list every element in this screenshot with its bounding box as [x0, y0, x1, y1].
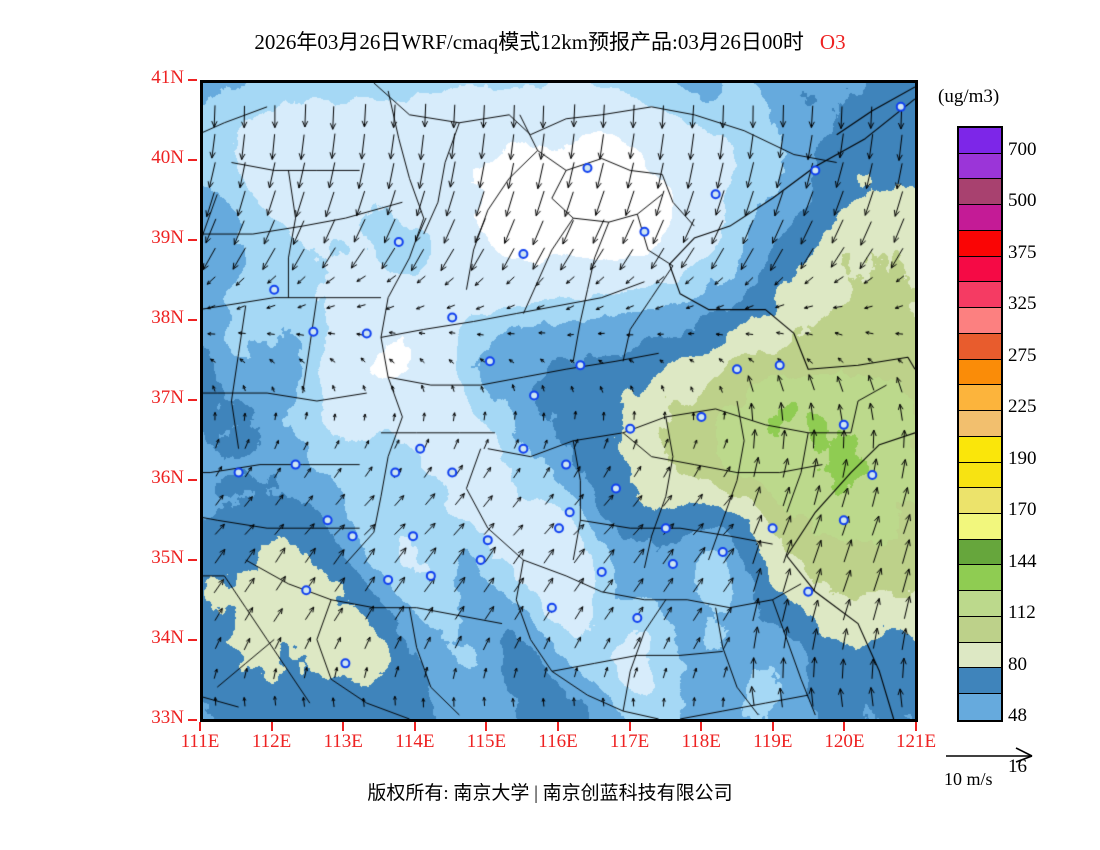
- lat-tick-label: 34N: [151, 627, 184, 648]
- lat-tick-label: 33N: [151, 707, 184, 728]
- lat-tick-label: 37N: [151, 387, 184, 408]
- lat-tick-label: 38N: [151, 307, 184, 328]
- colorbar-swatch[interactable]: [959, 282, 1001, 309]
- lon-tick-label: 116E: [538, 731, 578, 752]
- colorbar-swatch[interactable]: [959, 385, 1001, 412]
- lon-tick-label: 112E: [251, 731, 292, 752]
- colorbar-units-label: (ug/m3): [938, 86, 1000, 107]
- colorbar-swatch[interactable]: [959, 205, 1001, 231]
- colorbar-swatch[interactable]: [959, 462, 1001, 489]
- colorbar-tick-label: 275: [1008, 344, 1037, 366]
- lat-tick-mark: [188, 399, 197, 401]
- colorbar-tick-label: 16: [1008, 756, 1027, 778]
- lon-tick-label: 117E: [609, 731, 650, 752]
- colorbar-swatch[interactable]: [959, 411, 1001, 437]
- colorbar-swatch[interactable]: [959, 128, 1001, 154]
- colorbar-tick-label: 225: [1008, 396, 1037, 418]
- lon-tick-mark: [270, 722, 273, 731]
- colorbar-swatch[interactable]: [959, 539, 1001, 566]
- lat-tick-label: 36N: [151, 467, 184, 488]
- lon-tick-mark: [485, 722, 488, 731]
- lon-tick-label: 113E: [323, 731, 363, 752]
- lat-tick-mark: [188, 719, 197, 721]
- lon-tick-mark: [557, 722, 559, 731]
- colorbar-tick-label: 144: [1008, 550, 1037, 572]
- lat-tick-mark: [188, 639, 197, 641]
- colorbar-swatch[interactable]: [959, 694, 1001, 720]
- copyright-footer: 版权所有: 南京大学 | 南京创蓝科技有限公司: [367, 783, 733, 804]
- colorbar-swatch[interactable]: [959, 616, 1001, 643]
- map-plot-area[interactable]: [200, 80, 918, 722]
- colorbar-tick-label: 112: [1008, 602, 1036, 624]
- lon-tick-label: 121E: [895, 731, 937, 752]
- lon-tick-label: 118E: [681, 731, 721, 752]
- lat-tick-mark: [188, 79, 197, 81]
- colorbar-tick-label: 325: [1008, 293, 1037, 315]
- lon-tick-mark: [199, 722, 201, 731]
- colorbar-tick-label: 190: [1008, 447, 1037, 469]
- title-text: 2026年03月26日WRF/cmaq模式12km预报产品:03月26日00时: [254, 30, 804, 54]
- lon-tick-label: 120E: [824, 731, 865, 752]
- colorbar-swatch[interactable]: [959, 179, 1001, 206]
- page-title: 2026年03月26日WRF/cmaq模式12km预报产品:03月26日00时 O…: [0, 26, 1100, 56]
- lon-tick-mark: [771, 722, 774, 731]
- concentration-field-canvas: [203, 83, 915, 719]
- lat-tick-label: 40N: [151, 147, 184, 168]
- lon-tick-mark: [843, 722, 846, 731]
- lon-tick-mark: [915, 722, 917, 731]
- lat-tick-label: 35N: [151, 547, 184, 568]
- lat-tick-label: 39N: [151, 227, 184, 248]
- colorbar-swatch[interactable]: [959, 488, 1001, 515]
- wind-scale-label: 10 m/s: [944, 769, 993, 789]
- wind-scale-key: 10 m/s: [944, 745, 1074, 790]
- lat-tick-mark: [188, 559, 197, 561]
- lon-tick-label: 119E: [753, 731, 793, 752]
- colorbar-swatch[interactable]: [959, 308, 1001, 334]
- colorbar-swatch[interactable]: [959, 565, 1001, 592]
- lon-tick-label: 111E: [180, 731, 220, 752]
- wind-arrow-icon: [946, 747, 1033, 763]
- colorbar-tick-label: 48: [1008, 705, 1027, 726]
- colorbar-swatch[interactable]: [959, 436, 1001, 463]
- lon-tick-mark: [413, 722, 416, 731]
- colorbar-tick-label: 500: [1008, 190, 1037, 212]
- colorbar-swatch[interactable]: [959, 230, 1001, 257]
- species-label: O3: [819, 30, 846, 54]
- colorbar-swatch[interactable]: [959, 256, 1001, 283]
- colorbar-swatch[interactable]: [959, 591, 1001, 617]
- colorbar-swatch[interactable]: [959, 514, 1001, 540]
- lat-tick-label: 41N: [151, 67, 184, 88]
- lon-tick-mark: [342, 722, 345, 731]
- colorbar-tick-label: 700: [1008, 138, 1037, 160]
- colorbar-swatch[interactable]: [959, 359, 1001, 386]
- colorbar-tick-label: 170: [1008, 499, 1037, 521]
- lat-tick-mark: [188, 159, 197, 161]
- lon-tick-label: 115E: [466, 731, 507, 752]
- colorbar-swatch[interactable]: [959, 333, 1001, 360]
- colorbar-swatch[interactable]: [959, 642, 1001, 669]
- lon-tick-label: 114E: [395, 731, 435, 752]
- colorbar[interactable]: [957, 126, 1003, 722]
- lon-tick-mark: [700, 722, 703, 731]
- colorbar-tick-label: 375: [1008, 241, 1037, 263]
- lat-tick-mark: [188, 239, 197, 241]
- colorbar-tick-label: 80: [1008, 653, 1027, 675]
- colorbar-swatch[interactable]: [959, 153, 1001, 180]
- colorbar-swatch[interactable]: [959, 668, 1001, 695]
- lat-tick-mark: [188, 319, 197, 321]
- lon-tick-mark: [628, 722, 631, 731]
- lat-tick-mark: [188, 479, 197, 481]
